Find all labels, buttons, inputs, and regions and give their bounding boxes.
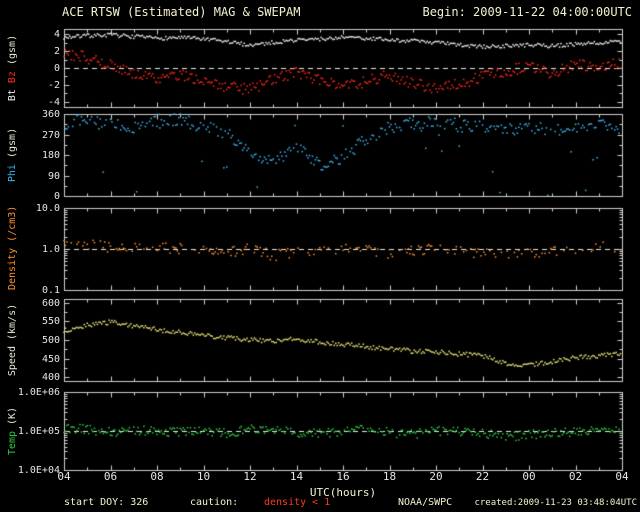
y-tick-label: 90 [47, 170, 60, 182]
start-doy-label: start DOY: 326 [64, 497, 149, 508]
y-axis-label-phi: Phi (gsm) [6, 114, 20, 196]
x-tick-label: 12 [243, 470, 257, 483]
x-tick-label: 22 [475, 470, 490, 483]
caution-value: density < 1 [264, 497, 331, 508]
x-tick-label: 10 [196, 470, 211, 483]
y-tick-label: 550 [41, 315, 60, 327]
y-axis-label-part: Speed [7, 340, 18, 377]
x-tick-label: 04 [615, 470, 629, 483]
y-tick-label: 0 [53, 62, 60, 74]
y-axis-label-part: Bt [7, 83, 18, 102]
y-axis-label-temp: Temp (K) [6, 392, 20, 470]
y-tick-label: 10.0 [35, 202, 60, 214]
x-tick-label: 02 [568, 470, 583, 483]
y-axis-label-part: Density [7, 241, 18, 290]
y-axis-label-part: (/cm3) [7, 205, 18, 242]
y-tick-label: 270 [41, 129, 60, 141]
y-tick-label: 400 [41, 371, 60, 383]
created-timestamp: created:2009-11-23 03:48:04UTC [474, 498, 637, 508]
x-tick-label: 06 [103, 470, 118, 483]
y-tick-label: 0.1 [41, 284, 60, 296]
y-tick-label: 2 [53, 45, 60, 57]
y-tick-label: 1.0E+06 [17, 386, 60, 398]
x-tick-label: 16 [336, 470, 350, 483]
y-axis-label-speed: Speed (km/s) [6, 299, 20, 381]
y-tick-label: 1.0E+05 [17, 425, 60, 437]
y-axis-label-part: (K) [7, 406, 18, 425]
y-tick-label: -2 [47, 79, 60, 91]
y-tick-label: 1.0 [41, 243, 60, 255]
y-tick-label: -4 [47, 96, 60, 108]
y-tick-label: 1.0E+04 [17, 464, 60, 476]
y-tick-label: 450 [41, 353, 60, 365]
y-axis-label-mag: Bt Bz (gsm) [6, 29, 20, 107]
y-axis-label-part: (gsm) [7, 127, 18, 159]
x-tick-label: 04 [57, 470, 71, 483]
begin-timestamp: Begin: 2009-11-22 04:00:00UTC [422, 5, 632, 19]
y-tick-label: 0 [53, 190, 60, 202]
y-tick-label: 500 [41, 334, 60, 346]
y-tick-label: 360 [41, 108, 60, 120]
y-axis-label-part: Temp [7, 424, 18, 456]
y-axis-label-part: Bz [7, 65, 18, 84]
x-axis-title: UTC(hours) [309, 486, 377, 499]
y-axis-label-part: (gsm) [7, 34, 18, 65]
y-tick-label: 4 [53, 28, 60, 40]
x-tick-label: 14 [289, 470, 304, 483]
y-tick-label: 600 [41, 297, 60, 309]
agency-label: NOAA/SWPC [398, 497, 453, 508]
x-tick-label: 08 [150, 470, 164, 483]
plot-title: ACE RTSW (Estimated) MAG & SWEPAM [62, 5, 301, 19]
x-tick-label: 00 [522, 470, 536, 483]
caution-label: caution: [190, 497, 239, 508]
y-axis-label-density: Density (/cm3) [6, 205, 20, 290]
y-tick-label: 180 [41, 149, 60, 161]
y-axis-label-part: (km/s) [7, 303, 18, 340]
x-tick-label: 18 [382, 470, 397, 483]
y-axis-label-part: Phi [7, 158, 18, 183]
x-tick-label: 20 [429, 470, 443, 483]
